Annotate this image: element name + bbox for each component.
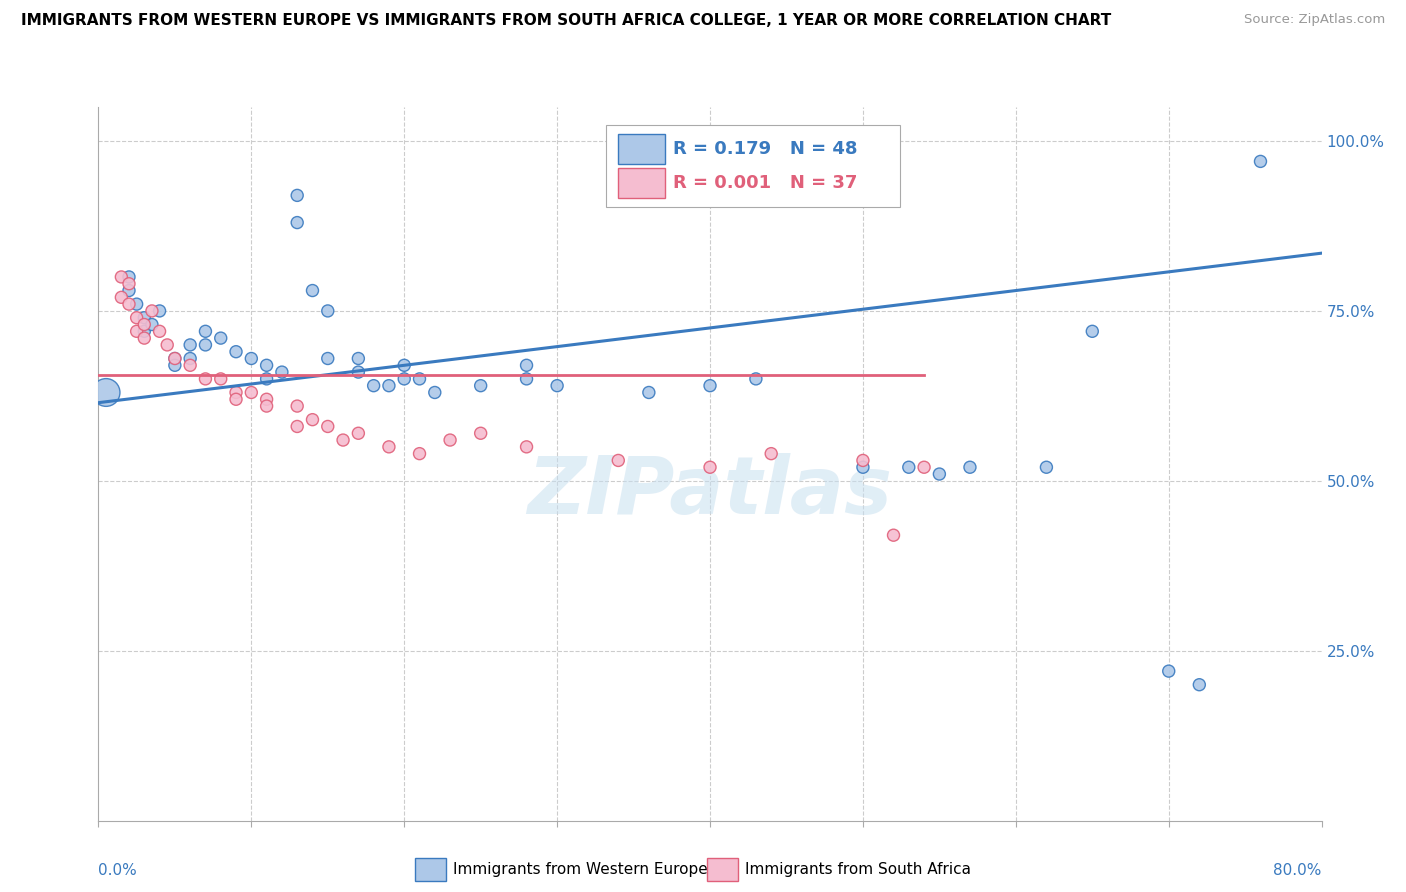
Text: R = 0.179   N = 48: R = 0.179 N = 48 <box>673 140 858 158</box>
Text: IMMIGRANTS FROM WESTERN EUROPE VS IMMIGRANTS FROM SOUTH AFRICA COLLEGE, 1 YEAR O: IMMIGRANTS FROM WESTERN EUROPE VS IMMIGR… <box>21 13 1111 29</box>
Point <box>408 372 430 386</box>
Point <box>156 338 179 352</box>
Point <box>470 378 492 392</box>
Point <box>347 365 370 379</box>
Point <box>285 216 308 230</box>
Point <box>347 426 370 441</box>
Point <box>256 399 278 413</box>
Point <box>316 419 339 434</box>
Point <box>316 304 339 318</box>
Point <box>179 359 201 373</box>
Point <box>225 385 247 400</box>
Point <box>1157 664 1180 678</box>
FancyBboxPatch shape <box>619 169 665 198</box>
Point <box>134 310 156 325</box>
Point <box>240 351 263 366</box>
Point <box>1188 678 1211 692</box>
Point <box>285 399 308 413</box>
Point <box>125 324 148 338</box>
Point <box>179 351 201 366</box>
Point <box>134 318 156 332</box>
Point <box>408 447 430 461</box>
Text: Immigrants from South Africa: Immigrants from South Africa <box>745 863 972 877</box>
Point <box>516 372 538 386</box>
Point <box>852 460 875 475</box>
Text: Source: ZipAtlas.com: Source: ZipAtlas.com <box>1244 13 1385 27</box>
Text: 0.0%: 0.0% <box>98 863 138 879</box>
Point <box>378 440 401 454</box>
Point <box>179 338 201 352</box>
Point <box>759 447 782 461</box>
Point <box>928 467 950 481</box>
Point <box>546 378 568 392</box>
FancyBboxPatch shape <box>619 134 665 164</box>
Point <box>94 385 117 400</box>
Point <box>125 310 148 325</box>
Point <box>699 378 721 392</box>
Point <box>110 290 132 304</box>
Point <box>194 338 217 352</box>
Point <box>897 460 920 475</box>
Point <box>637 385 661 400</box>
Point <box>912 460 935 475</box>
Point <box>1035 460 1057 475</box>
Point <box>125 297 148 311</box>
Point <box>392 359 416 373</box>
Text: R = 0.001   N = 37: R = 0.001 N = 37 <box>673 175 858 193</box>
Point <box>225 344 247 359</box>
Point <box>516 359 538 373</box>
Text: Immigrants from Western Europe: Immigrants from Western Europe <box>453 863 707 877</box>
Point <box>516 440 538 454</box>
Point <box>439 433 461 447</box>
Point <box>149 324 172 338</box>
Text: 80.0%: 80.0% <box>1274 863 1322 879</box>
Point <box>134 331 156 345</box>
Point <box>256 392 278 407</box>
Point <box>163 359 186 373</box>
Point <box>959 460 981 475</box>
Point <box>209 331 232 345</box>
Point <box>110 269 132 284</box>
Point <box>883 528 905 542</box>
Point <box>301 284 323 298</box>
Point <box>745 372 768 386</box>
Point <box>1081 324 1104 338</box>
Point <box>392 372 416 386</box>
Point <box>240 385 263 400</box>
Point <box>141 304 163 318</box>
Point <box>301 412 323 426</box>
Point <box>118 297 141 311</box>
Point <box>1249 154 1271 169</box>
Point <box>194 372 217 386</box>
Point <box>699 460 721 475</box>
Point <box>470 426 492 441</box>
Point <box>118 284 141 298</box>
Point <box>118 277 141 291</box>
Point <box>163 351 186 366</box>
Point <box>118 269 141 284</box>
Point <box>347 351 370 366</box>
Point <box>256 359 278 373</box>
Point <box>134 324 156 338</box>
Point <box>209 372 232 386</box>
Point <box>141 318 163 332</box>
Point <box>363 378 385 392</box>
Point <box>378 378 401 392</box>
Point <box>270 365 292 379</box>
Point <box>256 372 278 386</box>
Point <box>285 419 308 434</box>
Text: ZIPatlas: ZIPatlas <box>527 453 893 532</box>
Point <box>607 453 630 467</box>
Point <box>163 351 186 366</box>
Point <box>423 385 446 400</box>
Point <box>225 392 247 407</box>
Point <box>852 453 875 467</box>
Point <box>285 188 308 202</box>
FancyBboxPatch shape <box>606 125 900 207</box>
Point <box>149 304 172 318</box>
Point <box>316 351 339 366</box>
Point <box>194 324 217 338</box>
Point <box>332 433 354 447</box>
